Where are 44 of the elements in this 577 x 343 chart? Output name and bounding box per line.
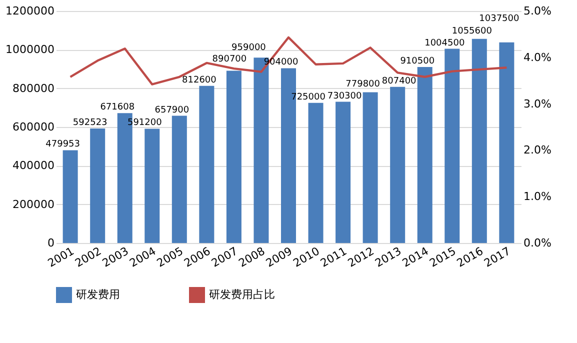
y2-tick-label: 3.0%	[524, 97, 552, 110]
data-label: 890700	[212, 54, 247, 64]
data-label: 592523	[72, 118, 108, 128]
data-label: 1055600	[452, 26, 492, 36]
bar	[308, 102, 324, 243]
y2-tick-label: 1.0%	[524, 190, 552, 204]
data-label: 807400	[382, 76, 417, 86]
y2-tick-label: 5.0%	[524, 4, 552, 18]
legend-label: 研发费用占比	[209, 288, 275, 301]
line-series	[69, 36, 508, 86]
data-label: 730300	[327, 91, 362, 102]
data-label: 1037500	[479, 14, 520, 24]
y-tick-label: 1200000	[6, 4, 54, 18]
bar	[390, 86, 406, 243]
bar	[444, 48, 460, 243]
data-label: 910500	[400, 56, 435, 66]
bar	[172, 116, 187, 243]
legend-label: 研发费用	[76, 288, 120, 301]
bar	[144, 128, 160, 243]
data-label: 812600	[182, 75, 217, 86]
bar	[417, 66, 432, 243]
y-tick-label: 1000000	[6, 43, 54, 56]
data-label: 1004500	[424, 38, 465, 48]
data-label: 657900	[154, 105, 190, 116]
bar	[62, 150, 78, 243]
data-label: 479953	[46, 140, 80, 150]
y2-tick-label: 4.0%	[524, 50, 552, 64]
bar	[336, 102, 351, 243]
y2-tick-label: 2.0%	[524, 144, 552, 157]
bar	[90, 128, 106, 243]
data-label: 671608	[100, 102, 135, 113]
data-label: 959000	[232, 43, 266, 54]
bar	[362, 92, 378, 243]
bar	[499, 42, 514, 243]
bar	[199, 86, 214, 243]
bar	[226, 70, 242, 243]
y-tick-label: 600000	[12, 120, 54, 134]
y-tick-label: 0	[48, 236, 54, 250]
bar	[472, 38, 487, 243]
data-label: 779800	[346, 80, 380, 90]
y-tick-label: 200000	[12, 198, 54, 211]
y-tick-label: 800000	[12, 82, 54, 95]
y-tick-label: 400000	[12, 159, 54, 172]
y2-tick-label: 0.0%	[524, 236, 552, 250]
